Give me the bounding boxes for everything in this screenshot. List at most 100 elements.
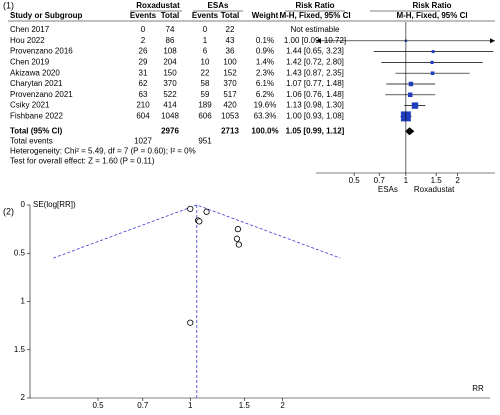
table-cell: 0.9% xyxy=(256,47,274,56)
study-point xyxy=(235,241,242,248)
table-cell: 370 xyxy=(163,79,177,88)
table-cell: 370 xyxy=(223,79,237,88)
study-box xyxy=(411,102,419,109)
study-name: Csiky 2021 xyxy=(10,101,50,110)
table-cell: 1048 xyxy=(161,112,179,121)
study-name: Hou 2022 xyxy=(10,36,45,45)
events-cell: 1027 xyxy=(134,136,152,145)
y-axis-label: SE(log[RR]) xyxy=(33,200,76,209)
y-tick-label: 0.5 xyxy=(14,248,26,257)
table-cell: 19.6% xyxy=(254,101,277,110)
total-cell: 1.05 [0.99, 1.12] xyxy=(286,126,345,135)
y-tick-label: 0 xyxy=(21,200,26,209)
study-point xyxy=(187,205,194,212)
x-tick-label: 2 xyxy=(455,176,460,185)
study-point xyxy=(187,319,194,326)
x-tick-label: 1.5 xyxy=(239,401,251,410)
table-cell: 6.2% xyxy=(256,90,274,99)
table-cell: 2.3% xyxy=(256,68,274,77)
table-cell: 1053 xyxy=(221,112,239,121)
table-cell: 152 xyxy=(223,68,237,77)
table-cell: 0.1% xyxy=(256,36,274,45)
total-diamond xyxy=(405,127,415,136)
x-tick-label: 0.5 xyxy=(349,176,361,185)
table-cell: 2 xyxy=(141,36,146,45)
table-cell: 210 xyxy=(136,101,150,110)
table-cell: 0 xyxy=(203,25,208,34)
study-box xyxy=(430,60,434,64)
group-header: Risk Ratio xyxy=(412,1,451,10)
table-cell: 59 xyxy=(201,90,210,99)
study-name: Fishbane 2022 xyxy=(10,112,63,121)
table-cell: 29 xyxy=(139,58,148,67)
study-name: Provenzano 2016 xyxy=(10,47,73,56)
table-cell: 22 xyxy=(226,25,235,34)
study-point xyxy=(233,235,241,242)
column-header: M-H, Fixed, 95% CI xyxy=(396,11,467,20)
heterogeneity: Heterogeneity: Chi² = 5.49, df = 7 (P = … xyxy=(10,146,196,155)
table-cell: 63.3% xyxy=(254,112,277,121)
table-cell: 1.00 [0.09, 10.72] xyxy=(284,36,346,45)
study-name: Akizawa 2020 xyxy=(10,68,60,77)
x-tick-label: 0.7 xyxy=(374,176,386,185)
study-box xyxy=(431,50,435,54)
table-cell: 10 xyxy=(201,58,210,67)
x-tick-label: 1 xyxy=(188,401,193,410)
table-cell: 62 xyxy=(139,79,148,88)
table-cell: 6.1% xyxy=(256,79,274,88)
group-header: Roxadustat xyxy=(136,1,180,10)
table-cell: 1.06 [0.76, 1.48] xyxy=(286,90,344,99)
ci-arrow xyxy=(316,38,321,44)
panel-label: (2) xyxy=(3,206,14,216)
study-name: Provenzano 2021 xyxy=(10,90,73,99)
table-cell: 150 xyxy=(163,68,177,77)
table-cell: 36 xyxy=(226,47,235,56)
column-header: Weight xyxy=(252,11,279,20)
total-cell: 2976 xyxy=(161,126,179,135)
x-tick-label: 1.5 xyxy=(431,176,443,185)
table-cell: 6 xyxy=(203,47,208,56)
x-axis-label: RR xyxy=(472,384,484,393)
group-header: ESAs xyxy=(208,1,229,10)
table-cell: 22 xyxy=(201,68,210,77)
table-cell: 86 xyxy=(166,36,175,45)
column-header: Total xyxy=(221,11,240,20)
table-cell: 1.00 [0.93, 1.08] xyxy=(286,112,344,121)
y-tick-label: 1.5 xyxy=(14,345,26,354)
table-cell: 31 xyxy=(139,68,148,77)
table-cell: 204 xyxy=(163,58,177,67)
total-label: Total (95% CI) xyxy=(10,126,63,135)
column-header: Events xyxy=(192,11,219,20)
table-cell: Not estimable xyxy=(291,25,340,34)
table-cell: 420 xyxy=(223,101,237,110)
x-tick-label: 0.5 xyxy=(92,401,104,410)
ci-arrow xyxy=(490,38,495,44)
funnel-limits xyxy=(53,204,341,259)
overall-test: Test for overall effect: Z = 1.60 (P = 0… xyxy=(10,156,155,165)
column-header: Events xyxy=(130,11,157,20)
column-header: Study or Subgroup xyxy=(10,11,83,20)
x-tick-label: 0.7 xyxy=(137,401,149,410)
study-box xyxy=(407,92,413,98)
total-cell: 2713 xyxy=(221,126,239,135)
table-cell: 63 xyxy=(139,90,148,99)
column-header: M-H, Fixed, 95% CI xyxy=(279,11,350,20)
favours-right: Roxadustat xyxy=(414,185,455,194)
table-cell: 517 xyxy=(223,90,237,99)
table-cell: 606 xyxy=(198,112,212,121)
table-cell: 100 xyxy=(223,58,237,67)
table-cell: 43 xyxy=(226,36,235,45)
study-name: Chen 2017 xyxy=(10,25,50,34)
y-tick-label: 1 xyxy=(21,297,26,306)
table-cell: 1.07 [0.77, 1.48] xyxy=(286,79,344,88)
table-cell: 74 xyxy=(166,25,175,34)
table-cell: 1.43 [0.87, 2.35] xyxy=(286,68,344,77)
column-header: Total xyxy=(161,11,180,20)
table-cell: 26 xyxy=(139,47,148,56)
panel-label: (1) xyxy=(3,0,14,10)
study-name: Charytan 2021 xyxy=(10,79,63,88)
study-box xyxy=(430,71,435,75)
study-point xyxy=(234,226,242,233)
table-cell: 522 xyxy=(163,90,177,99)
